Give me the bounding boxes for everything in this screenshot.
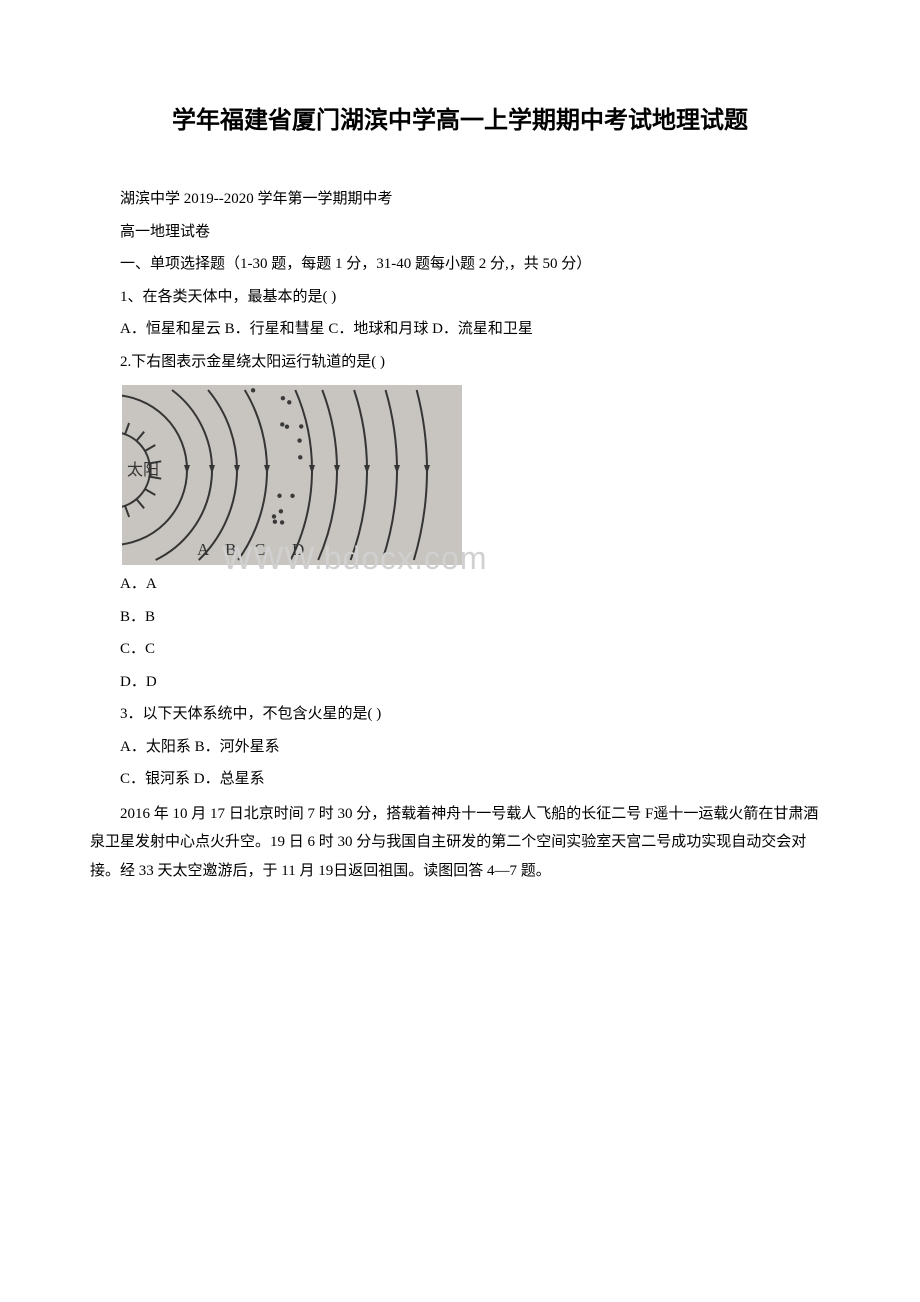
svg-text:D: D [292,540,304,559]
section-heading: 一、单项选择题（1-30 题，每题 1 分，31-40 题每小题 2 分,，共 … [90,250,830,279]
diagram-container: 太阳ABCD WWW.bdocx.com [122,385,462,565]
question-1: 1、在各类天体中，最基本的是( ) [90,283,830,312]
header-line-2: 高一地理试卷 [90,218,830,247]
passage-text: 2016 年 10 月 17 日北京时间 7 时 30 分，搭载着神舟十一号载人… [90,800,830,886]
svg-text:太阳: 太阳 [127,461,159,479]
question-2-option-b: B．B [90,603,830,632]
question-3-options-1: A．太阳系 B．河外星系 [90,733,830,762]
question-3-options-2: C．银河系 D．总星系 [90,765,830,794]
question-2: 2.下右图表示金星绕太阳运行轨道的是( ) [90,348,830,377]
svg-text:C: C [254,540,265,559]
svg-text:A: A [197,540,210,559]
orbit-svg: 太阳 ABC D [122,385,462,565]
page-title: 学年福建省厦门湖滨中学高一上学期期中考试地理试题 [90,100,830,135]
svg-text:B: B [225,540,236,559]
question-3: 3．以下天体系统中，不包含火星的是( ) [90,700,830,729]
orbit-diagram: 太阳 ABC D [122,385,462,565]
question-2-option-d: D．D [90,668,830,697]
question-1-options: A．恒星和星云 B．行星和彗星 C．地球和月球 D．流星和卫星 [90,315,830,344]
header-line-1: 湖滨中学 2019--2020 学年第一学期期中考 [90,185,830,214]
question-2-option-a: A．A [90,570,830,599]
question-2-option-c: C．C [90,635,830,664]
